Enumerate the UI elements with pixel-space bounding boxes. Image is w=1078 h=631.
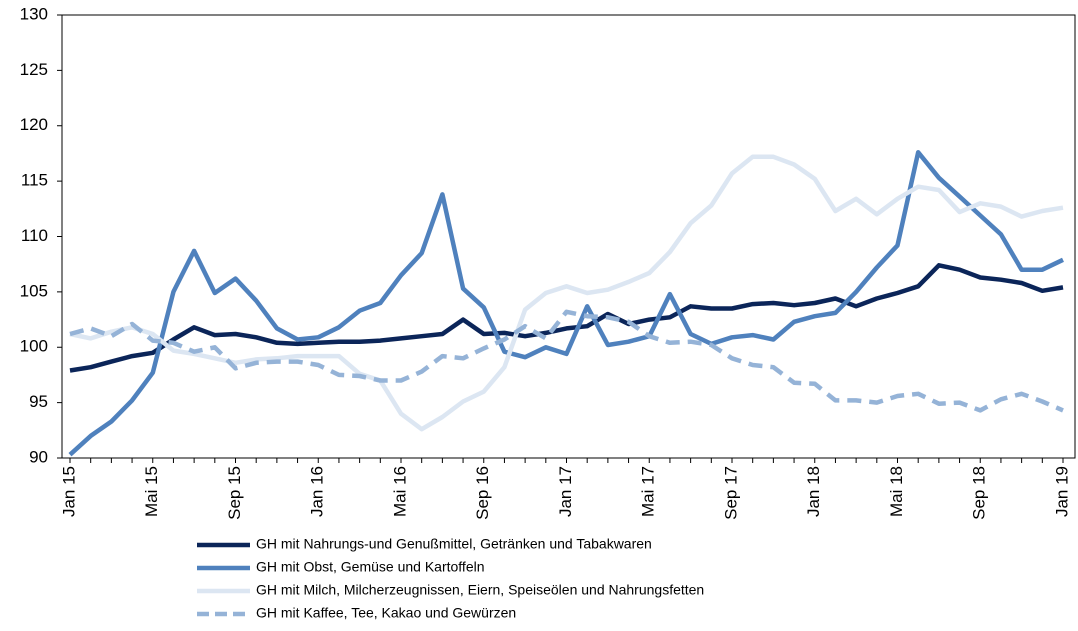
x-tick-label: Mai 16	[390, 466, 409, 517]
x-tick-label: Mai 17	[639, 466, 658, 517]
series-line	[69, 263, 1064, 373]
y-tick-label: 105	[20, 281, 48, 300]
series-line	[69, 154, 1064, 432]
y-tick-label: 130	[20, 4, 48, 23]
x-tick-label: Sep 16	[473, 466, 492, 520]
x-tick-label: Jan 17	[556, 466, 575, 517]
series-line	[68, 150, 1064, 457]
x-tick-label: Mai 18	[887, 466, 906, 517]
y-tick-label: 125	[20, 60, 48, 79]
y-tick-label: 100	[20, 337, 48, 356]
legend-label: GH mit Kaffee, Tee, Kakao und Gewürzen	[256, 605, 516, 621]
legend-label: GH mit Obst, Gemüse und Kartoffeln	[256, 559, 485, 575]
x-tick-label: Mai 15	[142, 466, 161, 517]
x-tick-label: Sep 18	[970, 466, 989, 520]
x-tick-label: Jan 16	[308, 466, 327, 517]
y-tick-label: 90	[29, 447, 48, 466]
y-tick-label: 120	[20, 115, 48, 134]
x-tick-label: Jan 18	[804, 466, 823, 517]
y-tick-label: 110	[21, 226, 48, 245]
legend-label: GH mit Milch, Milcherzeugnissen, Eiern, …	[256, 582, 704, 598]
x-tick-label: Jan 15	[59, 466, 78, 517]
x-tick-label: Jan 19	[1052, 466, 1071, 517]
y-tick-label: 115	[21, 171, 48, 190]
x-tick-label: Sep 15	[225, 466, 244, 520]
x-tick-label: Sep 17	[721, 466, 740, 520]
plot-frame	[61, 14, 1076, 459]
legend-label: GH mit Nahrungs-und Genußmittel, Getränk…	[256, 536, 652, 552]
y-tick-label: 95	[29, 392, 48, 411]
series-line	[69, 309, 1064, 413]
